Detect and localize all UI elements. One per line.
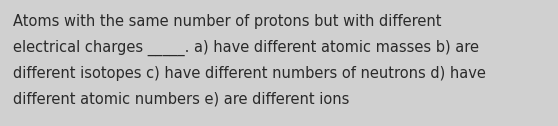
Text: different atomic numbers e) are different ions: different atomic numbers e) are differen…	[13, 92, 349, 107]
Text: different isotopes c) have different numbers of neutrons d) have: different isotopes c) have different num…	[13, 66, 486, 81]
Text: Atoms with the same number of protons but with different: Atoms with the same number of protons bu…	[13, 14, 441, 29]
Text: electrical charges _____. a) have different atomic masses b) are: electrical charges _____. a) have differ…	[13, 40, 479, 56]
